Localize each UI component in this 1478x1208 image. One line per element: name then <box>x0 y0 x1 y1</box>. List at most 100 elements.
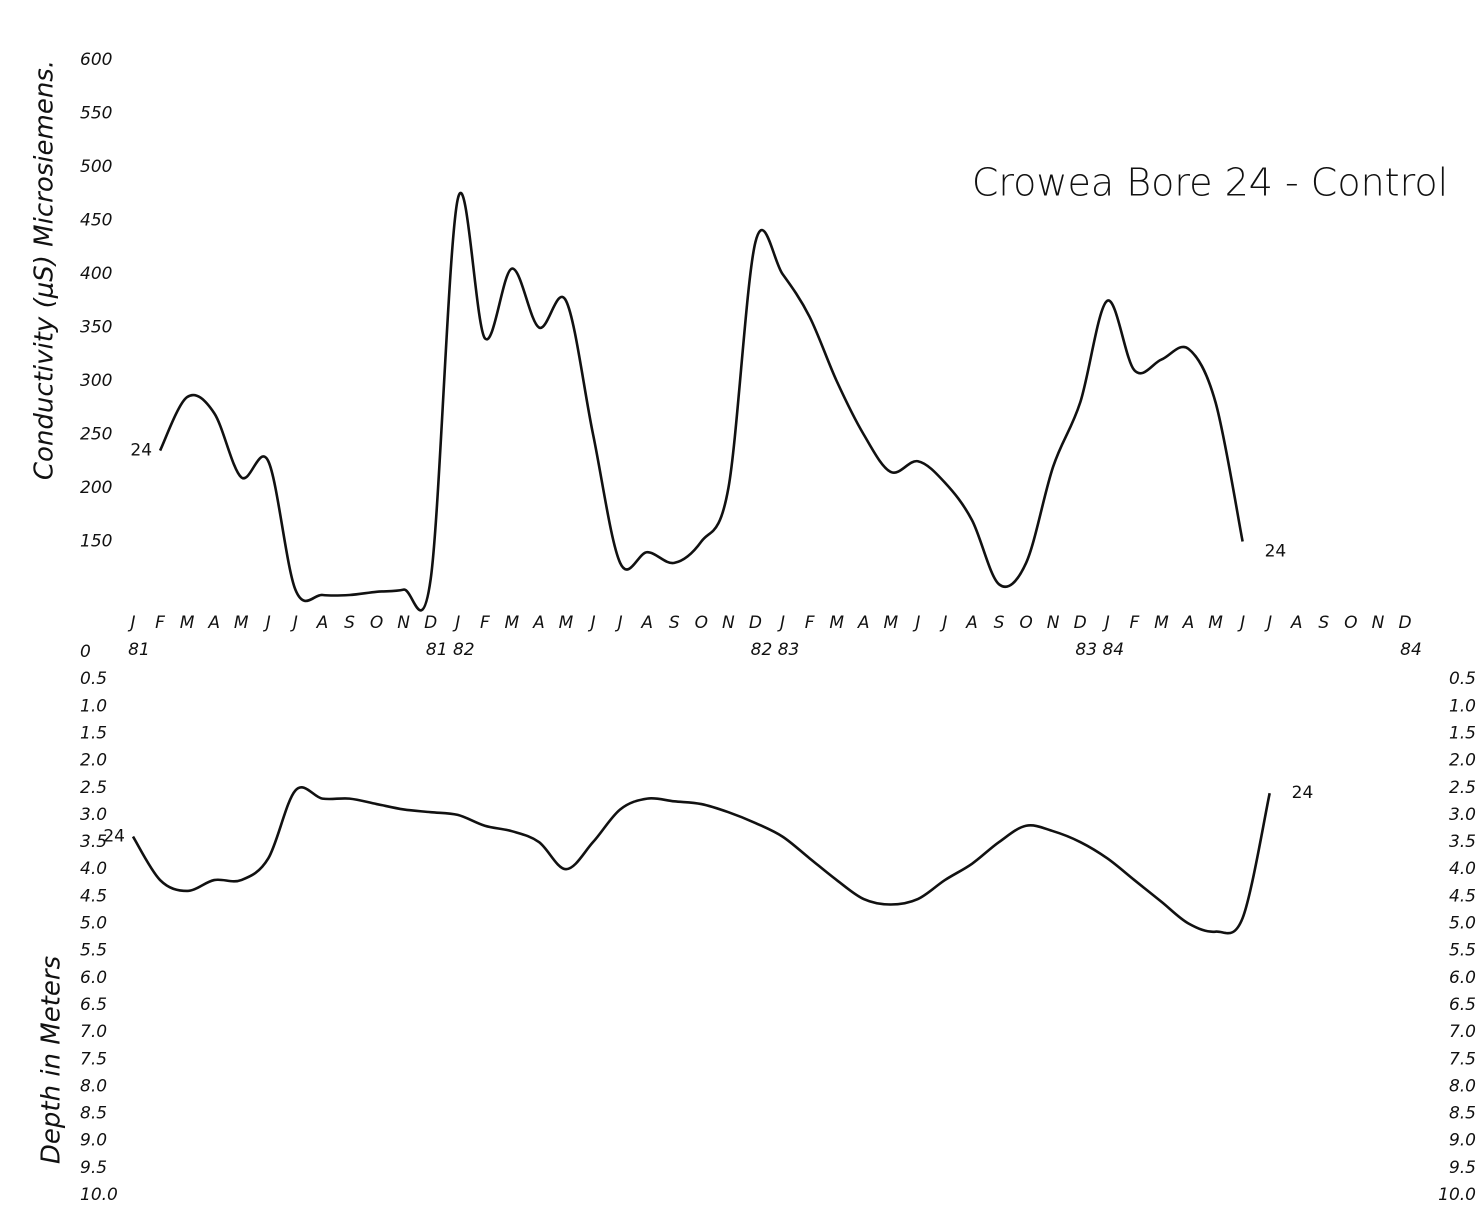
y-tick-label: 4.0 <box>80 859 107 879</box>
x-tick-label: S <box>1318 613 1329 633</box>
y2-tick-label: 8.0 <box>1449 1076 1476 1096</box>
data-line <box>158 191 1244 612</box>
y-tick-label: 450 <box>80 211 112 231</box>
y2-tick-label: 7.0 <box>1449 1022 1476 1042</box>
x-tick-label: F <box>480 613 490 633</box>
series-label: 24 <box>1292 783 1314 803</box>
series-label: 24 <box>1265 542 1287 562</box>
y-tick-label: 3.5 <box>80 832 107 852</box>
y-axis-label: Conductivity (μS) Microsiemens. <box>30 60 60 480</box>
x-tick-label: M <box>829 613 844 633</box>
y2-tick-label: 5.0 <box>1449 914 1476 934</box>
x-tick-label: M <box>505 613 520 633</box>
data-line <box>131 786 1271 935</box>
y2-tick-label: 0.5 <box>1449 669 1476 689</box>
x-year-label: 84 <box>1102 640 1124 660</box>
y-tick-label: 10.0 <box>80 1185 118 1205</box>
y-tick-label: 0.5 <box>80 669 107 689</box>
x-tick-label: J <box>1264 613 1272 633</box>
x-tick-label: N <box>722 613 735 633</box>
x-tick-label: O <box>1344 613 1357 633</box>
y2-tick-label: 10.0 <box>1438 1185 1476 1205</box>
x-tick-label: J <box>912 613 920 633</box>
y-tick-label: 9.5 <box>80 1158 107 1178</box>
x-year-label: 81 <box>128 640 150 660</box>
y-tick-label: 7.5 <box>80 1049 107 1069</box>
y-tick-label: 600 <box>80 50 112 70</box>
x-tick-label: N <box>397 613 410 633</box>
x-year-label: 83 <box>778 640 800 660</box>
y2-tick-label: 9.5 <box>1449 1158 1476 1178</box>
x-tick-label: D <box>424 613 437 633</box>
y2-tick-label: 4.5 <box>1449 886 1476 906</box>
y-tick-label: 1.0 <box>80 696 107 716</box>
x-tick-label: J <box>127 613 135 633</box>
y2-tick-label: 3.0 <box>1449 805 1476 825</box>
x-year-label: 84 <box>1400 640 1422 660</box>
x-tick-label: D <box>1074 613 1087 633</box>
y-tick-label: 9.0 <box>80 1131 107 1151</box>
y2-tick-label: 7.5 <box>1449 1049 1476 1069</box>
y-tick-label: 2.0 <box>80 751 107 771</box>
y2-tick-label: 8.5 <box>1449 1104 1476 1124</box>
y-tick-label: 8.5 <box>80 1104 107 1124</box>
chart-title: Crowea Bore 24 - Control <box>972 161 1448 205</box>
x-tick-label: S <box>344 613 355 633</box>
y-tick-label: 0 <box>80 642 91 662</box>
x-tick-label: O <box>370 613 383 633</box>
x-tick-label: M <box>180 613 195 633</box>
y-tick-label: 4.5 <box>80 886 107 906</box>
y-tick-label: 7.0 <box>80 1022 107 1042</box>
y-tick-label: 250 <box>80 425 112 445</box>
y-tick-label: 6.5 <box>80 995 107 1015</box>
x-tick-label: O <box>1019 613 1032 633</box>
x-year-label: 82 <box>751 640 773 660</box>
y-tick-label: 1.5 <box>80 723 107 743</box>
x-tick-label: J <box>615 613 623 633</box>
x-tick-label: D <box>1398 613 1411 633</box>
y2-tick-label: 5.5 <box>1449 941 1476 961</box>
y-tick-label: 500 <box>80 157 112 177</box>
x-tick-label: S <box>669 613 680 633</box>
x-tick-label: M <box>559 613 574 633</box>
series-label: 24 <box>103 827 125 847</box>
x-tick-label: O <box>695 613 708 633</box>
x-tick-label: M <box>1208 613 1223 633</box>
y-tick-label: 300 <box>80 371 112 391</box>
y2-tick-label: 3.5 <box>1449 832 1476 852</box>
x-year-label: 83 <box>1075 640 1097 660</box>
y-tick-label: 200 <box>80 478 112 498</box>
y-tick-label: 5.0 <box>80 914 107 934</box>
y2-tick-label: 2.5 <box>1449 778 1476 798</box>
y2-tick-label: 4.0 <box>1449 859 1476 879</box>
x-tick-label: A <box>1290 613 1303 633</box>
x-year-label: 82 <box>453 640 475 660</box>
x-tick-label: A <box>207 613 220 633</box>
y2-tick-label: 6.0 <box>1449 968 1476 988</box>
x-tick-label: J <box>588 613 596 633</box>
y-tick-label: 8.0 <box>80 1076 107 1096</box>
y-tick-label: 6.0 <box>80 968 107 988</box>
x-tick-label: J <box>777 613 785 633</box>
x-tick-label: M <box>1154 613 1169 633</box>
x-tick-label: F <box>1129 613 1139 633</box>
x-tick-label: J <box>263 613 271 633</box>
x-tick-label: A <box>1182 613 1195 633</box>
y2-tick-label: 9.0 <box>1449 1131 1476 1151</box>
x-tick-label: J <box>939 613 947 633</box>
x-tick-label: A <box>316 613 329 633</box>
y-tick-label: 150 <box>80 532 112 552</box>
y2-tick-label: 1.0 <box>1449 696 1476 716</box>
x-tick-label: J <box>452 613 460 633</box>
x-tick-label: F <box>155 613 165 633</box>
x-tick-label: J <box>1102 613 1110 633</box>
x-tick-label: A <box>857 613 870 633</box>
x-tick-label: F <box>805 613 815 633</box>
x-tick-label: M <box>883 613 898 633</box>
y-axis-label: Depth in Meters <box>37 956 67 1164</box>
x-tick-label: A <box>965 613 978 633</box>
y-tick-label: 5.5 <box>80 941 107 961</box>
y-tick-label: 550 <box>80 104 112 124</box>
x-tick-label: J <box>290 613 298 633</box>
